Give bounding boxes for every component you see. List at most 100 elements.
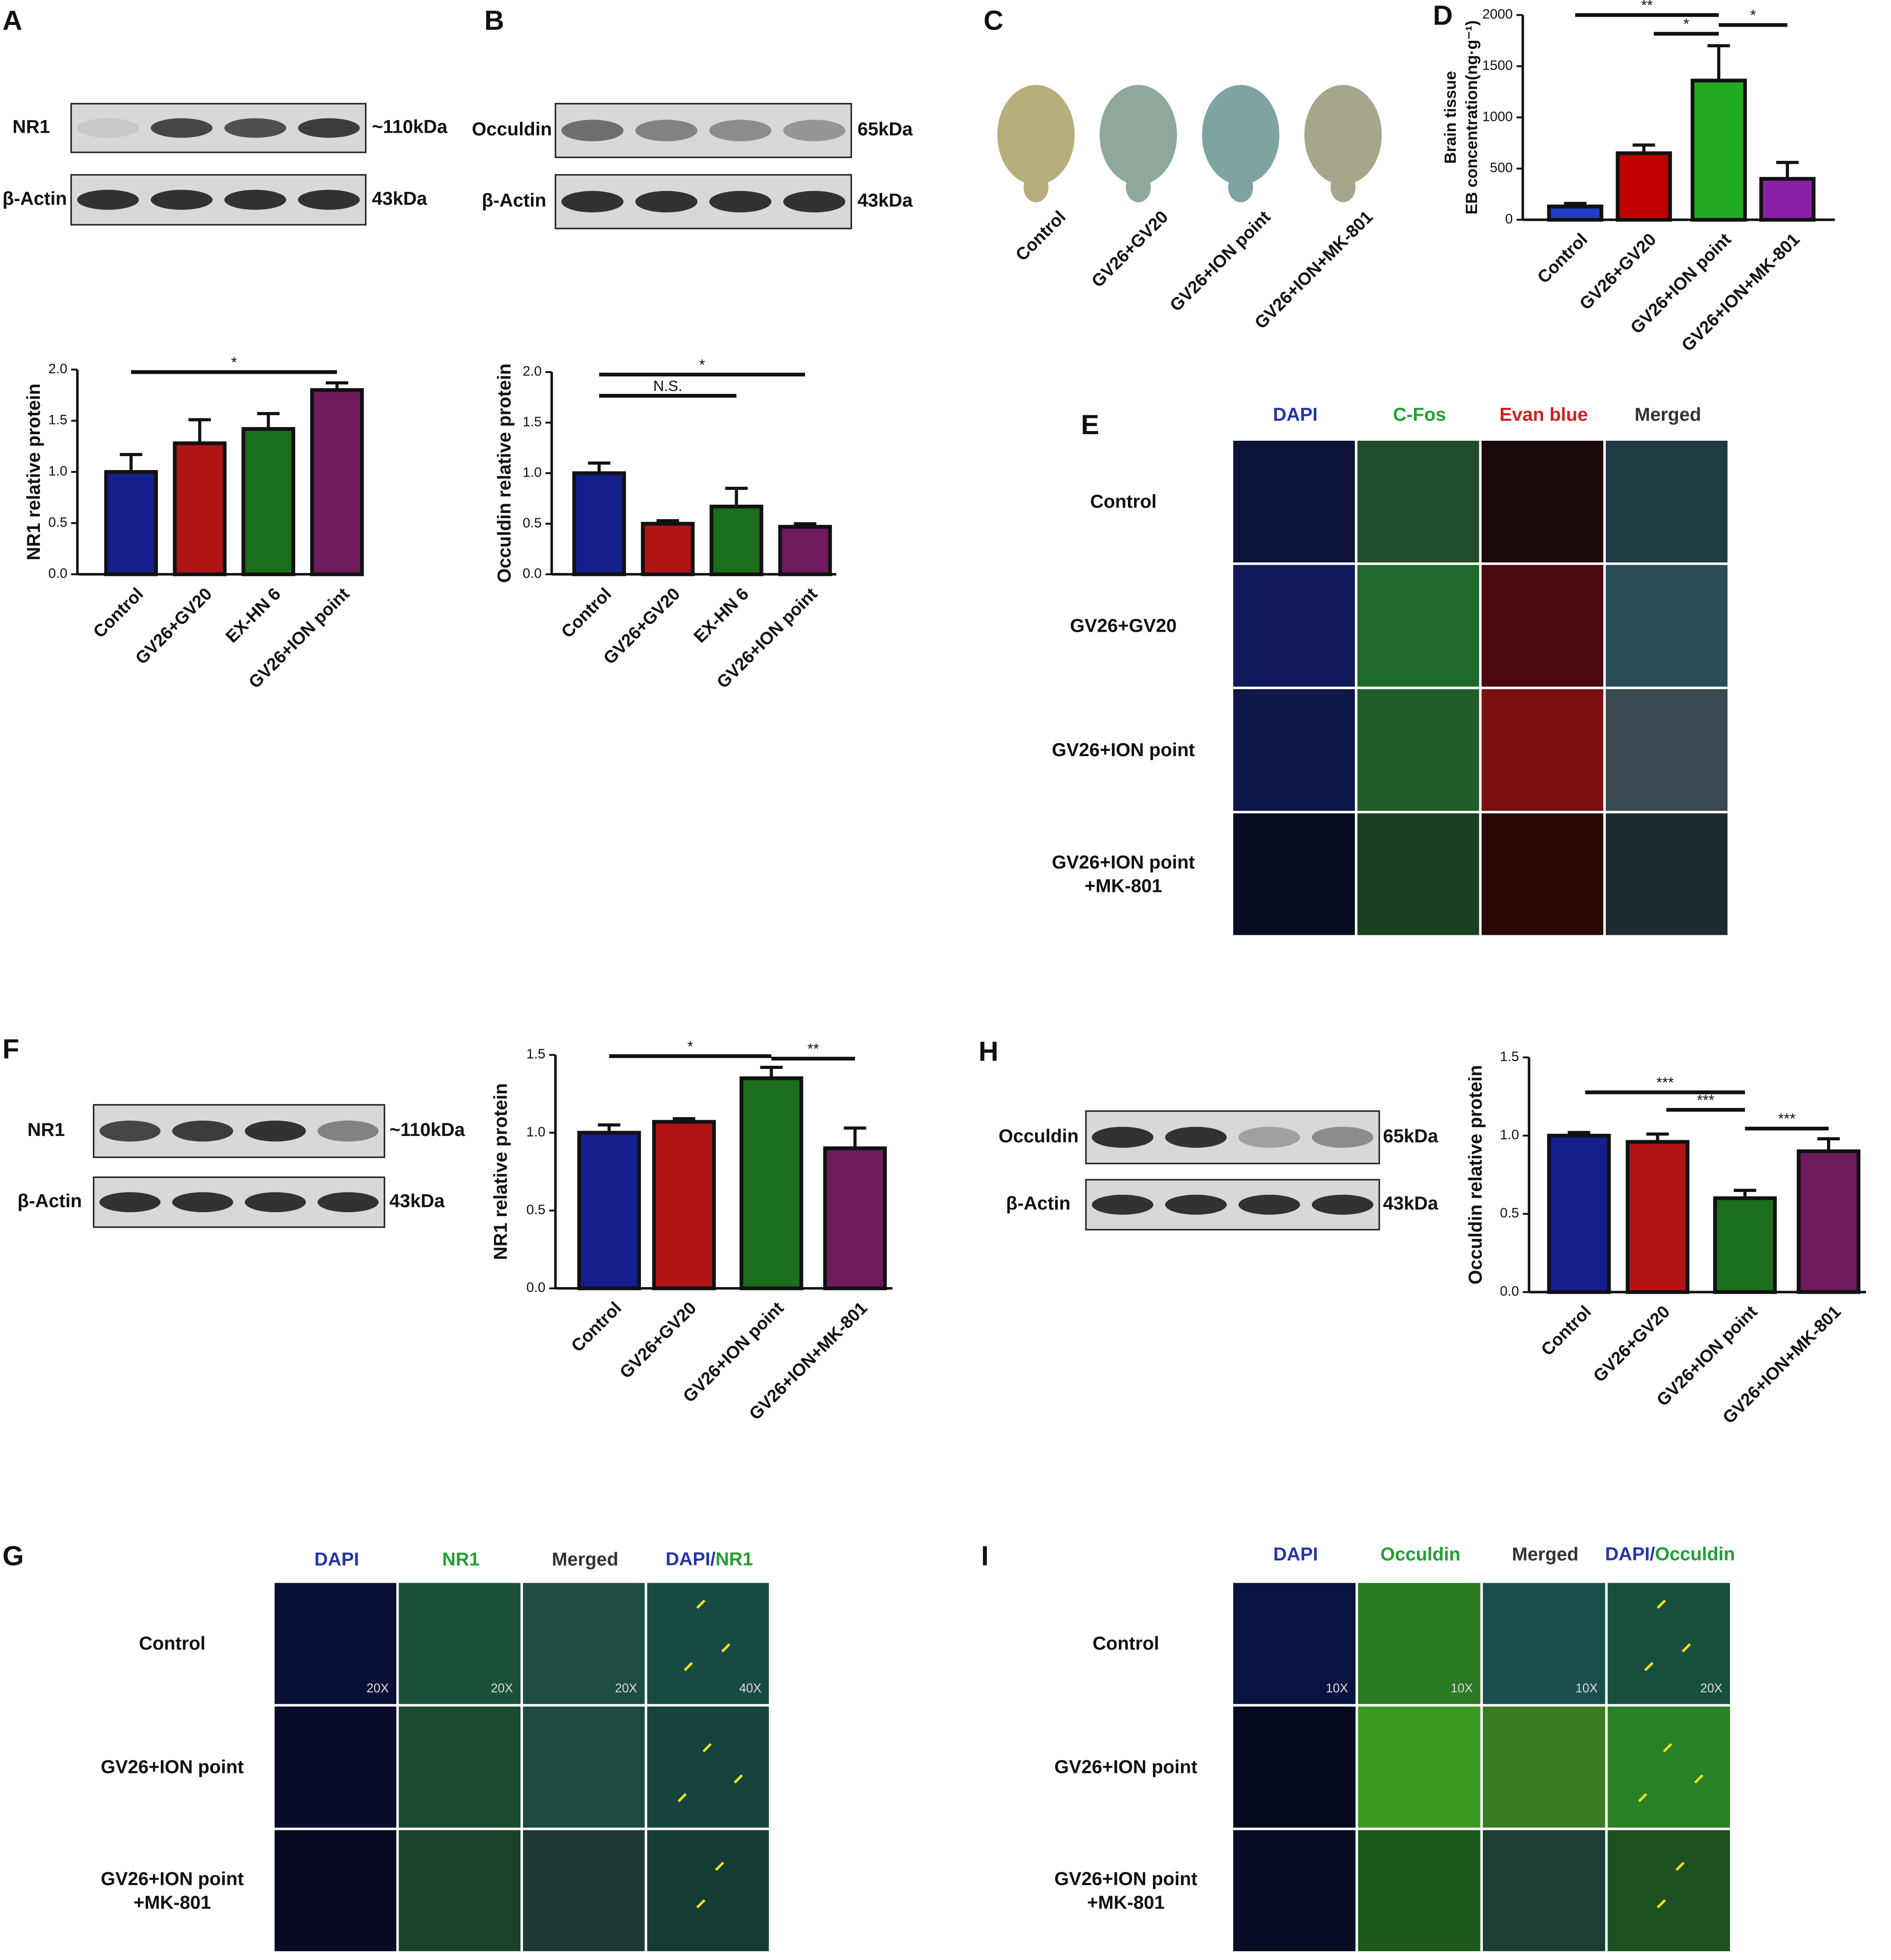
row-label: +MK-801 [134,1892,211,1913]
micrograph [274,1830,396,1951]
micrograph [399,1583,521,1704]
brain-image [1202,85,1280,185]
panel-letter: I [981,1541,989,1571]
micrograph [1608,1830,1730,1951]
blot-size: ~110kDa [389,1119,466,1140]
bar [1547,1133,1611,1294]
blot-band [1092,1127,1154,1148]
bar [310,388,364,577]
row-label: +MK-801 [1085,876,1162,897]
y-tick-label: 1.5 [527,1046,546,1061]
panel-letter: F [3,1034,19,1065]
column-header: NR1 [442,1549,480,1570]
blot-band [77,190,139,210]
blot-band [1165,1195,1227,1215]
micrograph [399,1830,521,1951]
blot-band [783,191,845,212]
header-part: DAPI/ [665,1549,715,1570]
brain-label: Control [1012,207,1069,265]
y-axis-label: Occuldin relative protein [494,364,515,583]
column-header: Occuldin [1380,1544,1460,1565]
bar [1759,177,1816,222]
bar [1713,1196,1777,1294]
blot-band [783,120,845,142]
y-tick-label: 1500 [1482,57,1513,73]
y-axis-label: Brain tissue [1441,71,1460,164]
magnification: 10X [1326,1681,1348,1695]
blot-label: β-Actin [18,1191,82,1212]
row-label: GV26+ION point [101,1757,244,1778]
blot-band [244,1192,306,1213]
brain-label: GV26+GV20 [1088,207,1172,291]
micrograph [1605,441,1728,563]
micrograph [523,1583,645,1704]
brain-image [1099,85,1177,185]
brain-image [1304,85,1382,185]
blot-label: β-Actin [3,188,67,209]
blot-band [99,1120,161,1142]
micrograph [1357,813,1479,935]
arrow [702,1743,712,1753]
blot-band [1238,1127,1300,1148]
micrograph [1481,441,1604,563]
blot-band [150,118,213,138]
row-label: GV26+ION point [1054,1757,1197,1778]
arrow [677,1793,687,1802]
magnification: 20X [1700,1681,1723,1695]
micrograph [1358,1706,1481,1828]
y-tick-label: 1.0 [523,464,542,480]
blot-band [1238,1195,1300,1215]
bar [641,522,695,577]
blot-band [709,120,772,142]
x-tick-label: Control [558,584,615,642]
y-tick-label: 2.0 [48,361,67,376]
y-tick-label: 1.5 [1500,1049,1519,1064]
magnification: 40X [739,1681,762,1695]
column-header: Merged [1512,1544,1579,1565]
blot-band [709,191,772,212]
blot-size: 43kDa [389,1191,445,1212]
x-tick-label: GV26+ION+MK-801 [1678,230,1804,355]
y-axis-label: Occuldin relative protein [1465,1065,1486,1284]
arrow [715,1861,725,1871]
micrograph [1483,1706,1605,1828]
bar [739,1076,803,1291]
micrograph [1605,565,1728,687]
arrow [696,1599,706,1609]
arrow [1675,1861,1685,1871]
micrograph [1608,1706,1730,1828]
panel-letter: D [1433,0,1453,31]
brain-label: GV26+ION point [1166,207,1274,315]
blot-band [224,190,286,210]
bar [1796,1149,1861,1294]
blot-band [561,191,624,212]
panel-letter: B [484,5,504,36]
blot-band [635,191,698,212]
y-tick-label: 500 [1490,160,1513,175]
y-tick-label: 0.5 [523,515,542,531]
column-header: Evan blue [1499,404,1588,425]
blot-band [224,118,286,138]
micrograph [647,1706,769,1828]
significance-label: * [699,357,705,373]
y-tick-label: 0.5 [1500,1205,1519,1221]
x-tick-label: Control [568,1298,625,1355]
micrograph [647,1583,769,1704]
row-label: GV26+GV20 [1070,616,1177,637]
micrograph [523,1830,645,1951]
brain-image [1126,172,1151,202]
micrograph [1608,1583,1730,1704]
column-header: Merged [1635,404,1701,425]
arrow [683,1662,693,1671]
blot-size: 43kDa [1383,1193,1439,1214]
significance-label: *** [1778,1111,1796,1127]
blot-size: 43kDa [858,190,913,211]
panel-letter: A [3,5,22,36]
blot-band [317,1120,379,1142]
column-header: DAPI/NR1 [665,1549,753,1570]
bar [241,427,295,577]
arrow [696,1899,706,1909]
panel-letter: E [1081,410,1099,440]
micrograph [1233,813,1355,935]
